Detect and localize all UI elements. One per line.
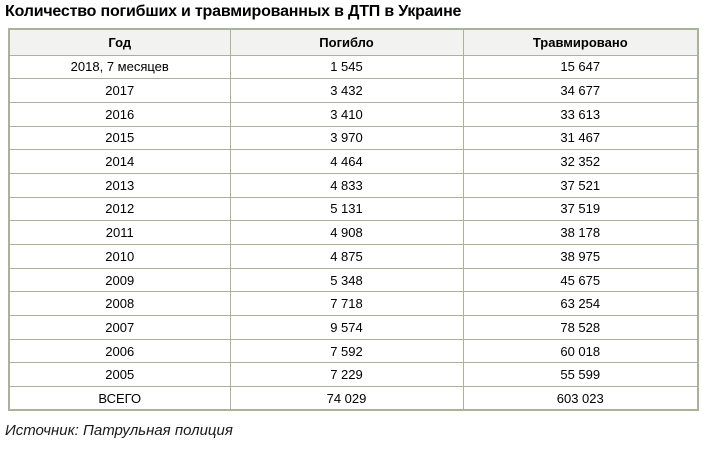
cell-year: 2011 — [8, 220, 231, 245]
cell-injured: 32 352 — [462, 149, 699, 174]
cell-year: 2006 — [8, 338, 231, 364]
cell-died: 4 908 — [229, 220, 464, 245]
header-cell-year: Год — [8, 28, 231, 56]
cell-died: 4 875 — [229, 244, 464, 269]
cell-year: 2010 — [8, 244, 231, 269]
cell-died: 1 545 — [229, 54, 464, 80]
cell-died: 7 592 — [229, 338, 464, 364]
table-row: 2007 9 574 78 528 — [8, 315, 699, 340]
cell-year: 2007 — [8, 315, 231, 340]
cell-year: 2012 — [8, 196, 231, 222]
table-row: 2012 5 131 37 519 — [8, 196, 699, 222]
table-header-row: Год Погибло Травмировано — [8, 28, 699, 56]
cell-year: 2016 — [8, 101, 231, 127]
cell-injured: 38 178 — [462, 220, 699, 245]
table-row: 2011 4 908 38 178 — [8, 220, 699, 245]
table-row: 2013 4 833 37 521 — [8, 172, 699, 198]
table-body: 2018, 7 месяцев 1 545 15 647 2017 3 432 34 67… — [8, 54, 699, 411]
cell-died: 3 432 — [229, 78, 464, 103]
header-cell-injured: Травмировано — [462, 28, 699, 56]
cell-injured: 60 018 — [462, 338, 699, 364]
source-note: Источник: Патрульная полиция — [5, 422, 233, 440]
cell-injured: 38 975 — [462, 244, 699, 269]
cell-injured: 33 613 — [462, 101, 699, 127]
cell-year: 2005 — [8, 362, 231, 388]
cell-injured: 37 521 — [462, 172, 699, 198]
table-row: 2005 7 229 55 599 — [8, 362, 699, 388]
table-row: 2018, 7 месяцев 1 545 15 647 — [8, 54, 699, 80]
cell-injured: 55 599 — [462, 362, 699, 388]
table-row: 2008 7 718 63 254 — [8, 291, 699, 317]
total-row: ВСЕГО 74 029 603 023 — [8, 386, 699, 411]
cell-injured: 78 528 — [462, 315, 699, 340]
table-row: 2017 3 432 34 677 — [8, 78, 699, 103]
cell-died: 5 348 — [229, 267, 464, 293]
table-row: 2015 3 970 31 467 — [8, 125, 699, 151]
cell-died: 7 718 — [229, 291, 464, 317]
cell-injured: 37 519 — [462, 196, 699, 222]
accidents-table: Год Погибло Травмировано 2018, 7 месяцев… — [8, 28, 699, 412]
cell-year: 2009 — [8, 267, 231, 293]
header-cell-died: Погибло — [229, 28, 464, 56]
cell-injured: 603 023 — [462, 386, 699, 411]
cell-year: 2013 — [8, 172, 231, 198]
cell-year: 2017 — [8, 78, 231, 103]
cell-died: 9 574 — [229, 315, 464, 340]
cell-year: 2014 — [8, 149, 231, 174]
page-title: Количество погибших и травмированных в Д… — [5, 3, 462, 20]
cell-died: 7 229 — [229, 362, 464, 388]
cell-year: 2008 — [8, 291, 231, 317]
cell-injured: 34 677 — [462, 78, 699, 103]
cell-injured: 63 254 — [462, 291, 699, 317]
cell-year: ВСЕГО — [8, 386, 231, 411]
cell-died: 3 410 — [229, 101, 464, 127]
cell-injured: 31 467 — [462, 125, 699, 151]
cell-year: 2015 — [8, 125, 231, 151]
table-row: 2010 4 875 38 975 — [8, 244, 699, 269]
cell-died: 5 131 — [229, 196, 464, 222]
cell-died: 4 464 — [229, 149, 464, 174]
table-row: 2014 4 464 32 352 — [8, 149, 699, 174]
table-row: 2016 3 410 33 613 — [8, 101, 699, 127]
table-row: 2006 7 592 60 018 — [8, 338, 699, 364]
cell-injured: 15 647 — [462, 54, 699, 80]
table-row: 2009 5 348 45 675 — [8, 267, 699, 293]
cell-died: 74 029 — [229, 386, 464, 411]
cell-year: 2018, 7 месяцев — [8, 54, 231, 80]
cell-died: 4 833 — [229, 172, 464, 198]
cell-died: 3 970 — [229, 125, 464, 151]
cell-injured: 45 675 — [462, 267, 699, 293]
